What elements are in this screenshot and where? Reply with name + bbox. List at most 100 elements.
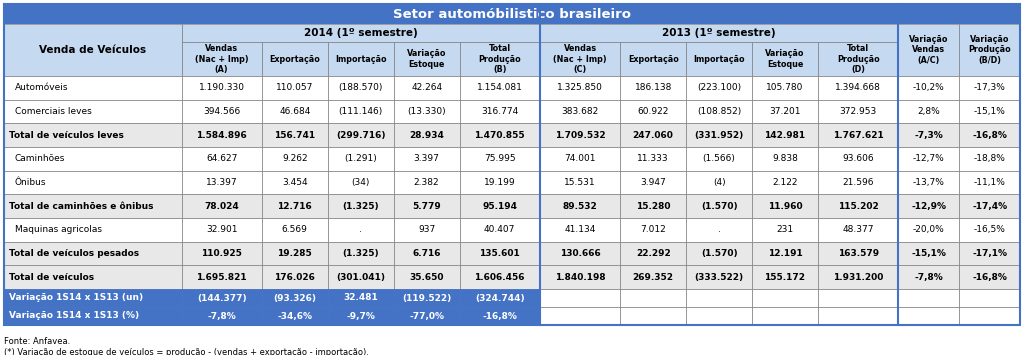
Bar — [393, 242, 460, 265]
Bar — [328, 171, 393, 194]
Text: -15,1%: -15,1% — [911, 249, 946, 258]
Bar — [262, 171, 328, 194]
Bar — [959, 24, 1020, 76]
Bar — [4, 265, 181, 289]
Text: 3.947: 3.947 — [640, 178, 666, 187]
Text: Automóveis: Automóveis — [14, 83, 69, 92]
Text: 105.780: 105.780 — [766, 83, 804, 92]
Text: Variação 1S14 x 1S13 (un): Variação 1S14 x 1S13 (un) — [9, 294, 143, 302]
Bar — [181, 123, 262, 147]
Bar — [621, 289, 686, 307]
Bar — [752, 42, 818, 76]
Text: 1.695.821: 1.695.821 — [197, 273, 247, 282]
Bar — [686, 147, 752, 171]
Text: Setor automóbilistico brasileiro: Setor automóbilistico brasileiro — [393, 7, 631, 21]
Bar — [540, 307, 621, 325]
Bar — [686, 42, 752, 76]
Text: 1.190.330: 1.190.330 — [199, 83, 245, 92]
Text: Variação
Estoque: Variação Estoque — [407, 49, 446, 69]
Bar — [540, 171, 621, 194]
Text: (331.952): (331.952) — [694, 131, 743, 140]
Text: 937: 937 — [418, 225, 435, 234]
Text: 6.716: 6.716 — [413, 249, 441, 258]
Text: -17,1%: -17,1% — [972, 249, 1007, 258]
Bar — [540, 24, 898, 42]
Text: 95.194: 95.194 — [482, 202, 517, 211]
Text: (*) Variação de estoque de veículos = produção - (vendas + exportação - importaç: (*) Variação de estoque de veículos = pr… — [4, 348, 369, 355]
Bar — [540, 265, 621, 289]
Text: -20,0%: -20,0% — [912, 225, 944, 234]
Text: -13,7%: -13,7% — [912, 178, 945, 187]
Bar — [328, 218, 393, 242]
Bar — [686, 307, 752, 325]
Bar — [621, 100, 686, 123]
Text: 1.709.532: 1.709.532 — [555, 131, 605, 140]
Text: Variação
Vendas
(A/C): Variação Vendas (A/C) — [909, 36, 948, 65]
Text: 163.579: 163.579 — [838, 249, 879, 258]
Bar — [621, 307, 686, 325]
Bar — [959, 307, 1020, 325]
Bar — [959, 147, 1020, 171]
Bar — [959, 242, 1020, 265]
Text: 89.532: 89.532 — [562, 202, 597, 211]
Text: 6.569: 6.569 — [282, 225, 307, 234]
Text: 135.601: 135.601 — [479, 249, 520, 258]
Text: Caminhões: Caminhões — [14, 154, 66, 163]
Bar — [686, 289, 752, 307]
Bar — [181, 307, 262, 325]
Bar — [686, 194, 752, 218]
Bar — [898, 242, 959, 265]
Text: 15.531: 15.531 — [564, 178, 596, 187]
Text: (1.325): (1.325) — [342, 249, 379, 258]
Text: 142.981: 142.981 — [765, 131, 806, 140]
Bar — [621, 194, 686, 218]
Bar — [898, 147, 959, 171]
Bar — [818, 123, 898, 147]
Text: (144.377): (144.377) — [197, 294, 247, 302]
Bar — [540, 42, 621, 76]
Text: 110.057: 110.057 — [276, 83, 313, 92]
Text: (299.716): (299.716) — [336, 131, 385, 140]
Bar — [818, 218, 898, 242]
Bar — [818, 289, 898, 307]
Bar — [818, 194, 898, 218]
Bar — [328, 123, 393, 147]
Bar — [621, 123, 686, 147]
Text: -77,0%: -77,0% — [410, 311, 444, 321]
Text: -7,8%: -7,8% — [914, 273, 943, 282]
Text: 11.960: 11.960 — [768, 202, 803, 211]
Text: 9.838: 9.838 — [772, 154, 798, 163]
Text: 1.931.200: 1.931.200 — [833, 273, 884, 282]
Bar — [4, 123, 181, 147]
Text: Fonte: Anfavea.: Fonte: Anfavea. — [4, 337, 71, 346]
Text: (111.146): (111.146) — [339, 107, 383, 116]
Text: 155.172: 155.172 — [765, 273, 806, 282]
Bar — [181, 42, 262, 76]
Bar — [328, 307, 393, 325]
Bar — [4, 4, 1020, 24]
Bar — [328, 194, 393, 218]
Text: 15.280: 15.280 — [636, 202, 671, 211]
Text: -16,8%: -16,8% — [972, 131, 1007, 140]
Text: Importação: Importação — [693, 55, 744, 64]
Bar — [262, 42, 328, 76]
Text: Variação
Estoque: Variação Estoque — [765, 49, 805, 69]
Text: (1.325): (1.325) — [342, 202, 379, 211]
Text: 28.934: 28.934 — [410, 131, 444, 140]
Bar — [818, 76, 898, 100]
Bar — [686, 100, 752, 123]
Bar — [686, 123, 752, 147]
Bar — [460, 242, 540, 265]
Text: 247.060: 247.060 — [633, 131, 674, 140]
Bar — [393, 123, 460, 147]
Bar — [4, 76, 181, 100]
Text: 130.666: 130.666 — [560, 249, 600, 258]
Bar — [393, 171, 460, 194]
Text: 21.596: 21.596 — [843, 178, 873, 187]
Text: 115.202: 115.202 — [838, 202, 879, 211]
Text: 316.774: 316.774 — [481, 107, 518, 116]
Text: 7.012: 7.012 — [640, 225, 666, 234]
Bar — [4, 289, 181, 307]
Bar — [460, 123, 540, 147]
Bar — [621, 171, 686, 194]
